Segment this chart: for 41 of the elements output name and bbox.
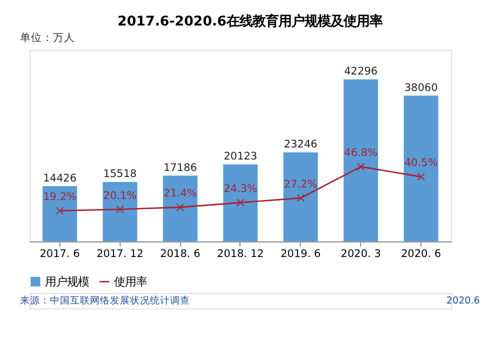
legend-label: 使用率 bbox=[114, 274, 147, 288]
data-label: 20.1% bbox=[103, 190, 137, 202]
data-label: 24.3% bbox=[224, 183, 258, 196]
data-label: 40.5% bbox=[404, 157, 438, 170]
source-note: 来源：中国互联网络发展状况统计调查 bbox=[20, 294, 190, 307]
x-tick-label: 2017. 12 bbox=[96, 248, 144, 260]
data-label: 46.8% bbox=[344, 147, 378, 160]
data-label: 23246 bbox=[284, 138, 318, 151]
text: 单位：万人 bbox=[20, 31, 76, 44]
point bbox=[296, 194, 305, 202]
data-label: 15518 bbox=[103, 168, 137, 180]
bar bbox=[404, 96, 438, 242]
bar bbox=[223, 164, 258, 242]
point bbox=[356, 162, 365, 171]
x-tick-label: 2018. 6 bbox=[160, 248, 201, 260]
text: 2020.6 bbox=[446, 296, 480, 307]
bar bbox=[162, 176, 198, 242]
point bbox=[416, 172, 426, 181]
point bbox=[56, 206, 64, 215]
point bbox=[176, 203, 184, 212]
data-label: 17186 bbox=[163, 162, 198, 174]
data-label: 21.4% bbox=[164, 188, 197, 200]
x-tick-label: 2017. 6 bbox=[40, 248, 80, 260]
bar bbox=[283, 152, 318, 242]
data-label: 38060 bbox=[404, 82, 438, 94]
data-label: 27.2% bbox=[284, 178, 318, 190]
legend-label: 用户规模 bbox=[45, 274, 90, 288]
point bbox=[236, 198, 245, 207]
x-tick-label: 2020. 3 bbox=[340, 248, 381, 260]
bar bbox=[344, 79, 378, 242]
data-label: 19.2% bbox=[43, 191, 77, 204]
x-tick-label: 2020. 6 bbox=[400, 248, 442, 260]
chart-title: 2017.6-2020.6在线教育用户规模及使用率 bbox=[118, 13, 382, 30]
point bbox=[116, 205, 124, 214]
data-label: 42296 bbox=[344, 66, 378, 78]
data-label: 14426 bbox=[43, 172, 77, 184]
bar bbox=[42, 186, 78, 242]
bar bbox=[102, 182, 138, 242]
x-tick-label: 2018. 12 bbox=[217, 248, 264, 260]
data-label: 20123 bbox=[224, 150, 258, 163]
x-tick-label: 2019. 6 bbox=[280, 248, 322, 260]
